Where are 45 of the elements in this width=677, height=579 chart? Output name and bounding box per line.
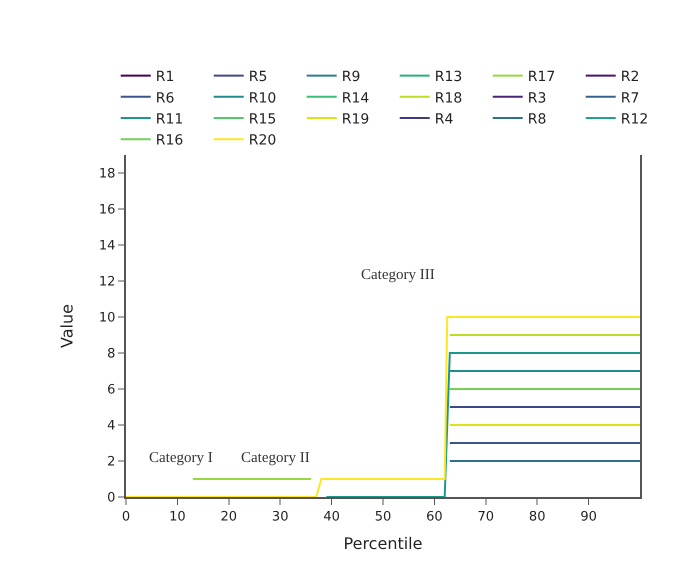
- y-tick-label: 12: [98, 274, 116, 290]
- y-tick-label: 6: [107, 382, 116, 398]
- legend-label: R7: [620, 90, 640, 106]
- x-tick-label: 70: [478, 510, 494, 525]
- legend-label: R2: [620, 69, 640, 86]
- legend-label: R8: [528, 111, 546, 128]
- y-tick-label: 4: [107, 418, 116, 434]
- y-tick-label: 8: [107, 346, 116, 362]
- legend-label: R19: [342, 111, 370, 128]
- x-tick-label: 20: [220, 510, 238, 525]
- legend-label: R13: [434, 69, 462, 86]
- y-tick-label: 14: [98, 238, 116, 254]
- annotation: Category III: [361, 267, 435, 283]
- x-tick-label: 50: [374, 510, 392, 525]
- legend-label: R17: [528, 69, 556, 86]
- x-tick-label: 30: [272, 510, 288, 525]
- legend-label: R5: [248, 69, 268, 86]
- legend-label: R15: [248, 111, 276, 128]
- x-tick-label: 80: [528, 510, 546, 525]
- legend-label: R4: [434, 111, 454, 128]
- x-tick-label: 40: [323, 510, 340, 525]
- y-tick-label: 10: [98, 310, 116, 326]
- legend-label: R3: [528, 90, 546, 106]
- y-tick-label: 2: [107, 454, 116, 470]
- annotation: Category II: [241, 450, 310, 466]
- legend-label: R16: [156, 132, 184, 149]
- x-tick-label: 0: [122, 510, 130, 525]
- legend-label: R6: [156, 90, 174, 106]
- y-tick-label: 16: [98, 202, 116, 218]
- legend-label: R9: [342, 69, 360, 86]
- x-tick-label: 90: [580, 510, 597, 525]
- legend-label: R1: [156, 69, 174, 86]
- y-tick-label: 0: [107, 490, 116, 506]
- legend-label: R12: [620, 111, 648, 128]
- legend-label: R18: [434, 90, 462, 106]
- x-axis-title: Percentile: [344, 534, 422, 553]
- y-axis-title: Value: [57, 304, 76, 348]
- legend-label: R10: [248, 90, 276, 106]
- annotation: Category I: [149, 450, 213, 466]
- x-tick-label: 60: [426, 510, 443, 525]
- legend-label: R14: [342, 90, 370, 106]
- x-tick-label: 10: [169, 510, 186, 525]
- legend-label: R20: [248, 132, 276, 149]
- legend-label: R11: [156, 111, 184, 128]
- y-tick-label: 18: [98, 166, 116, 182]
